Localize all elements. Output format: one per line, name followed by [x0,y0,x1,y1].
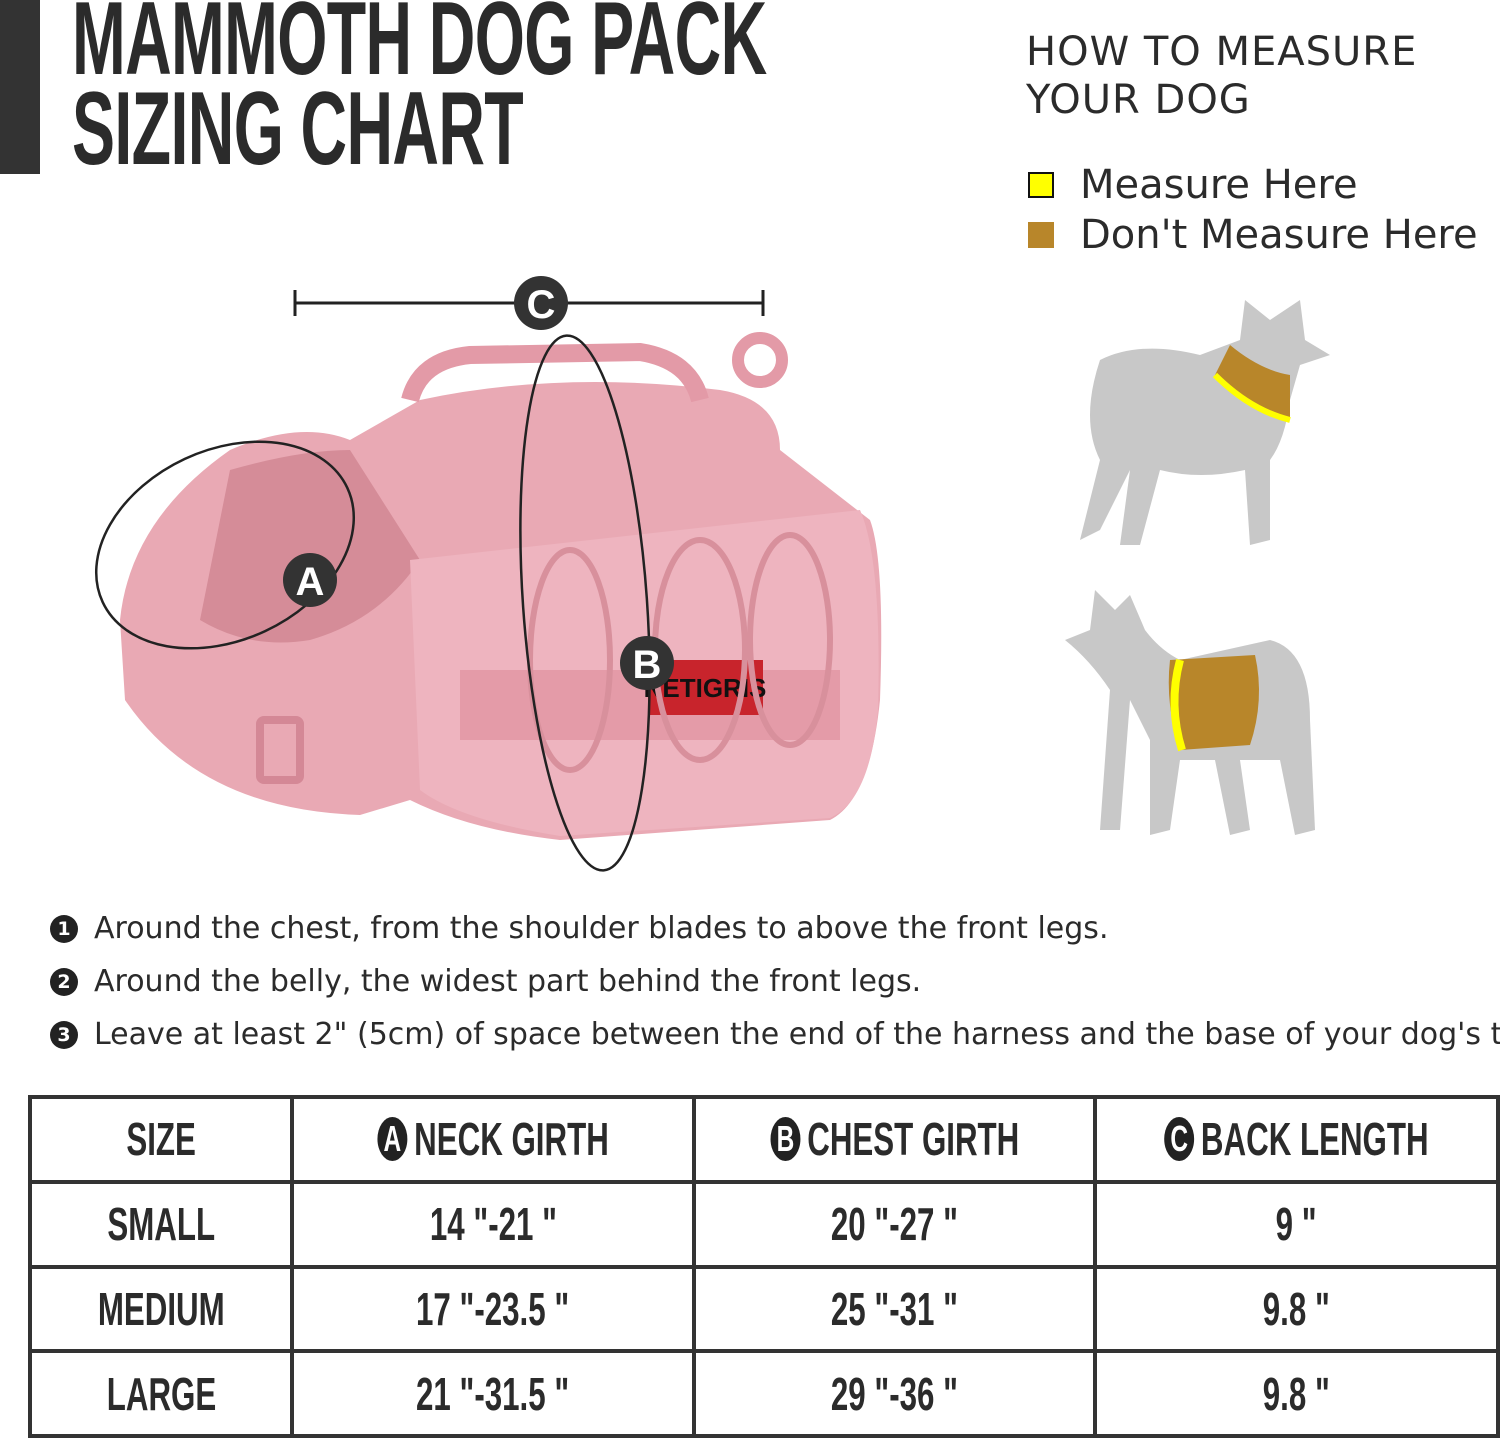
title-accent-bar [0,0,40,174]
brown-swatch [1028,222,1054,248]
legend-dont-measure-here: Don't Measure Here [1028,210,1478,260]
note-text: Leave at least 2" (5cm) of space between… [94,1017,1500,1052]
yellow-swatch [1028,172,1054,198]
note-number-icon: 2 [50,967,78,996]
note-item: 3 Leave at least 2" (5cm) of space betwee… [50,1008,1500,1061]
how-to-line-2: YOUR DOG [1026,77,1251,123]
title-line-1: MAMMOTH DOG PACK [72,0,767,97]
note-item: 1 Around the chest, from the shoulder bla… [50,902,1500,955]
cell-size: LARGE [28,1349,294,1438]
marker-b: B [620,636,674,690]
cell-size: MEDIUM [28,1264,294,1354]
legend-measure-here: Measure Here [1028,160,1478,210]
how-to-line-1: HOW TO MEASURE [1026,29,1418,75]
cell-chest: 25 "-31 " [692,1264,1097,1354]
note-text: Around the chest, from the shoulder blad… [94,911,1109,946]
title-line-2: SIZING CHART [72,71,524,187]
table-row: MEDIUM 17 "-23.5 " 25 "-31 " 9.8 " [28,1264,1500,1354]
marker-a: A [283,553,337,607]
cell-neck: 21 "-31.5 " [290,1349,696,1438]
note-item: 2 Around the belly, the widest part behin… [50,955,1500,1008]
cell-back: 9.8 " [1093,1349,1500,1438]
table-row: LARGE 21 "-31.5 " 29 "-36 " 9.8 " [28,1349,1500,1438]
header-back-length: C BACK LENGTH [1093,1095,1500,1184]
chest-girth-outline [519,334,651,872]
neck-girth-outline [94,440,356,650]
note-number-icon: 1 [50,914,78,943]
svg-text:A: A [296,560,325,604]
legend-label: Don't Measure Here [1080,212,1478,258]
page-title: MAMMOTH DOG PACK SIZING CHART [72,0,767,187]
badge-b-icon: B [770,1117,801,1162]
legend-label: Measure Here [1080,162,1358,208]
cell-size: SMALL [28,1179,294,1269]
svg-text:C: C [527,283,556,327]
dog-neck-measure-illustration [1080,300,1330,545]
cell-back: 9 " [1093,1179,1500,1269]
cell-chest: 20 "-27 " [692,1179,1097,1269]
note-number-icon: 3 [50,1020,78,1049]
header-chest-girth: B CHEST GIRTH [692,1095,1097,1184]
cell-back: 9.8 " [1093,1264,1500,1354]
badge-c-icon: C [1164,1117,1195,1162]
product-illustration: NETIGRIS A B C [94,276,1330,872]
cell-neck: 17 "-23.5 " [290,1264,696,1354]
how-to-measure-heading: HOW TO MEASURE YOUR DOG [1026,28,1417,124]
legend: Measure Here Don't Measure Here [1028,160,1478,260]
dog-chest-measure-illustration [1065,590,1315,835]
header-neck-girth: A NECK GIRTH [290,1095,696,1184]
badge-a-icon: A [377,1117,408,1162]
note-text: Around the belly, the widest part behind… [94,964,922,999]
measuring-notes: 1 Around the chest, from the shoulder bla… [50,902,1500,1061]
header-size: SIZE [28,1095,294,1184]
table-header-row: SIZE A NECK GIRTH B CHEST GIRTH C BACK LENG… [28,1095,1500,1184]
marker-c: C [514,276,568,330]
size-table: SIZE A NECK GIRTH B CHEST GIRTH C BACK LENG… [28,1095,1500,1438]
table-row: SMALL 14 "-21 " 20 "-27 " 9 " [28,1179,1500,1269]
dog-pack-image: NETIGRIS [120,332,882,840]
cell-neck: 14 "-21 " [290,1179,696,1269]
cell-chest: 29 "-36 " [692,1349,1097,1438]
svg-text:B: B [633,643,662,687]
